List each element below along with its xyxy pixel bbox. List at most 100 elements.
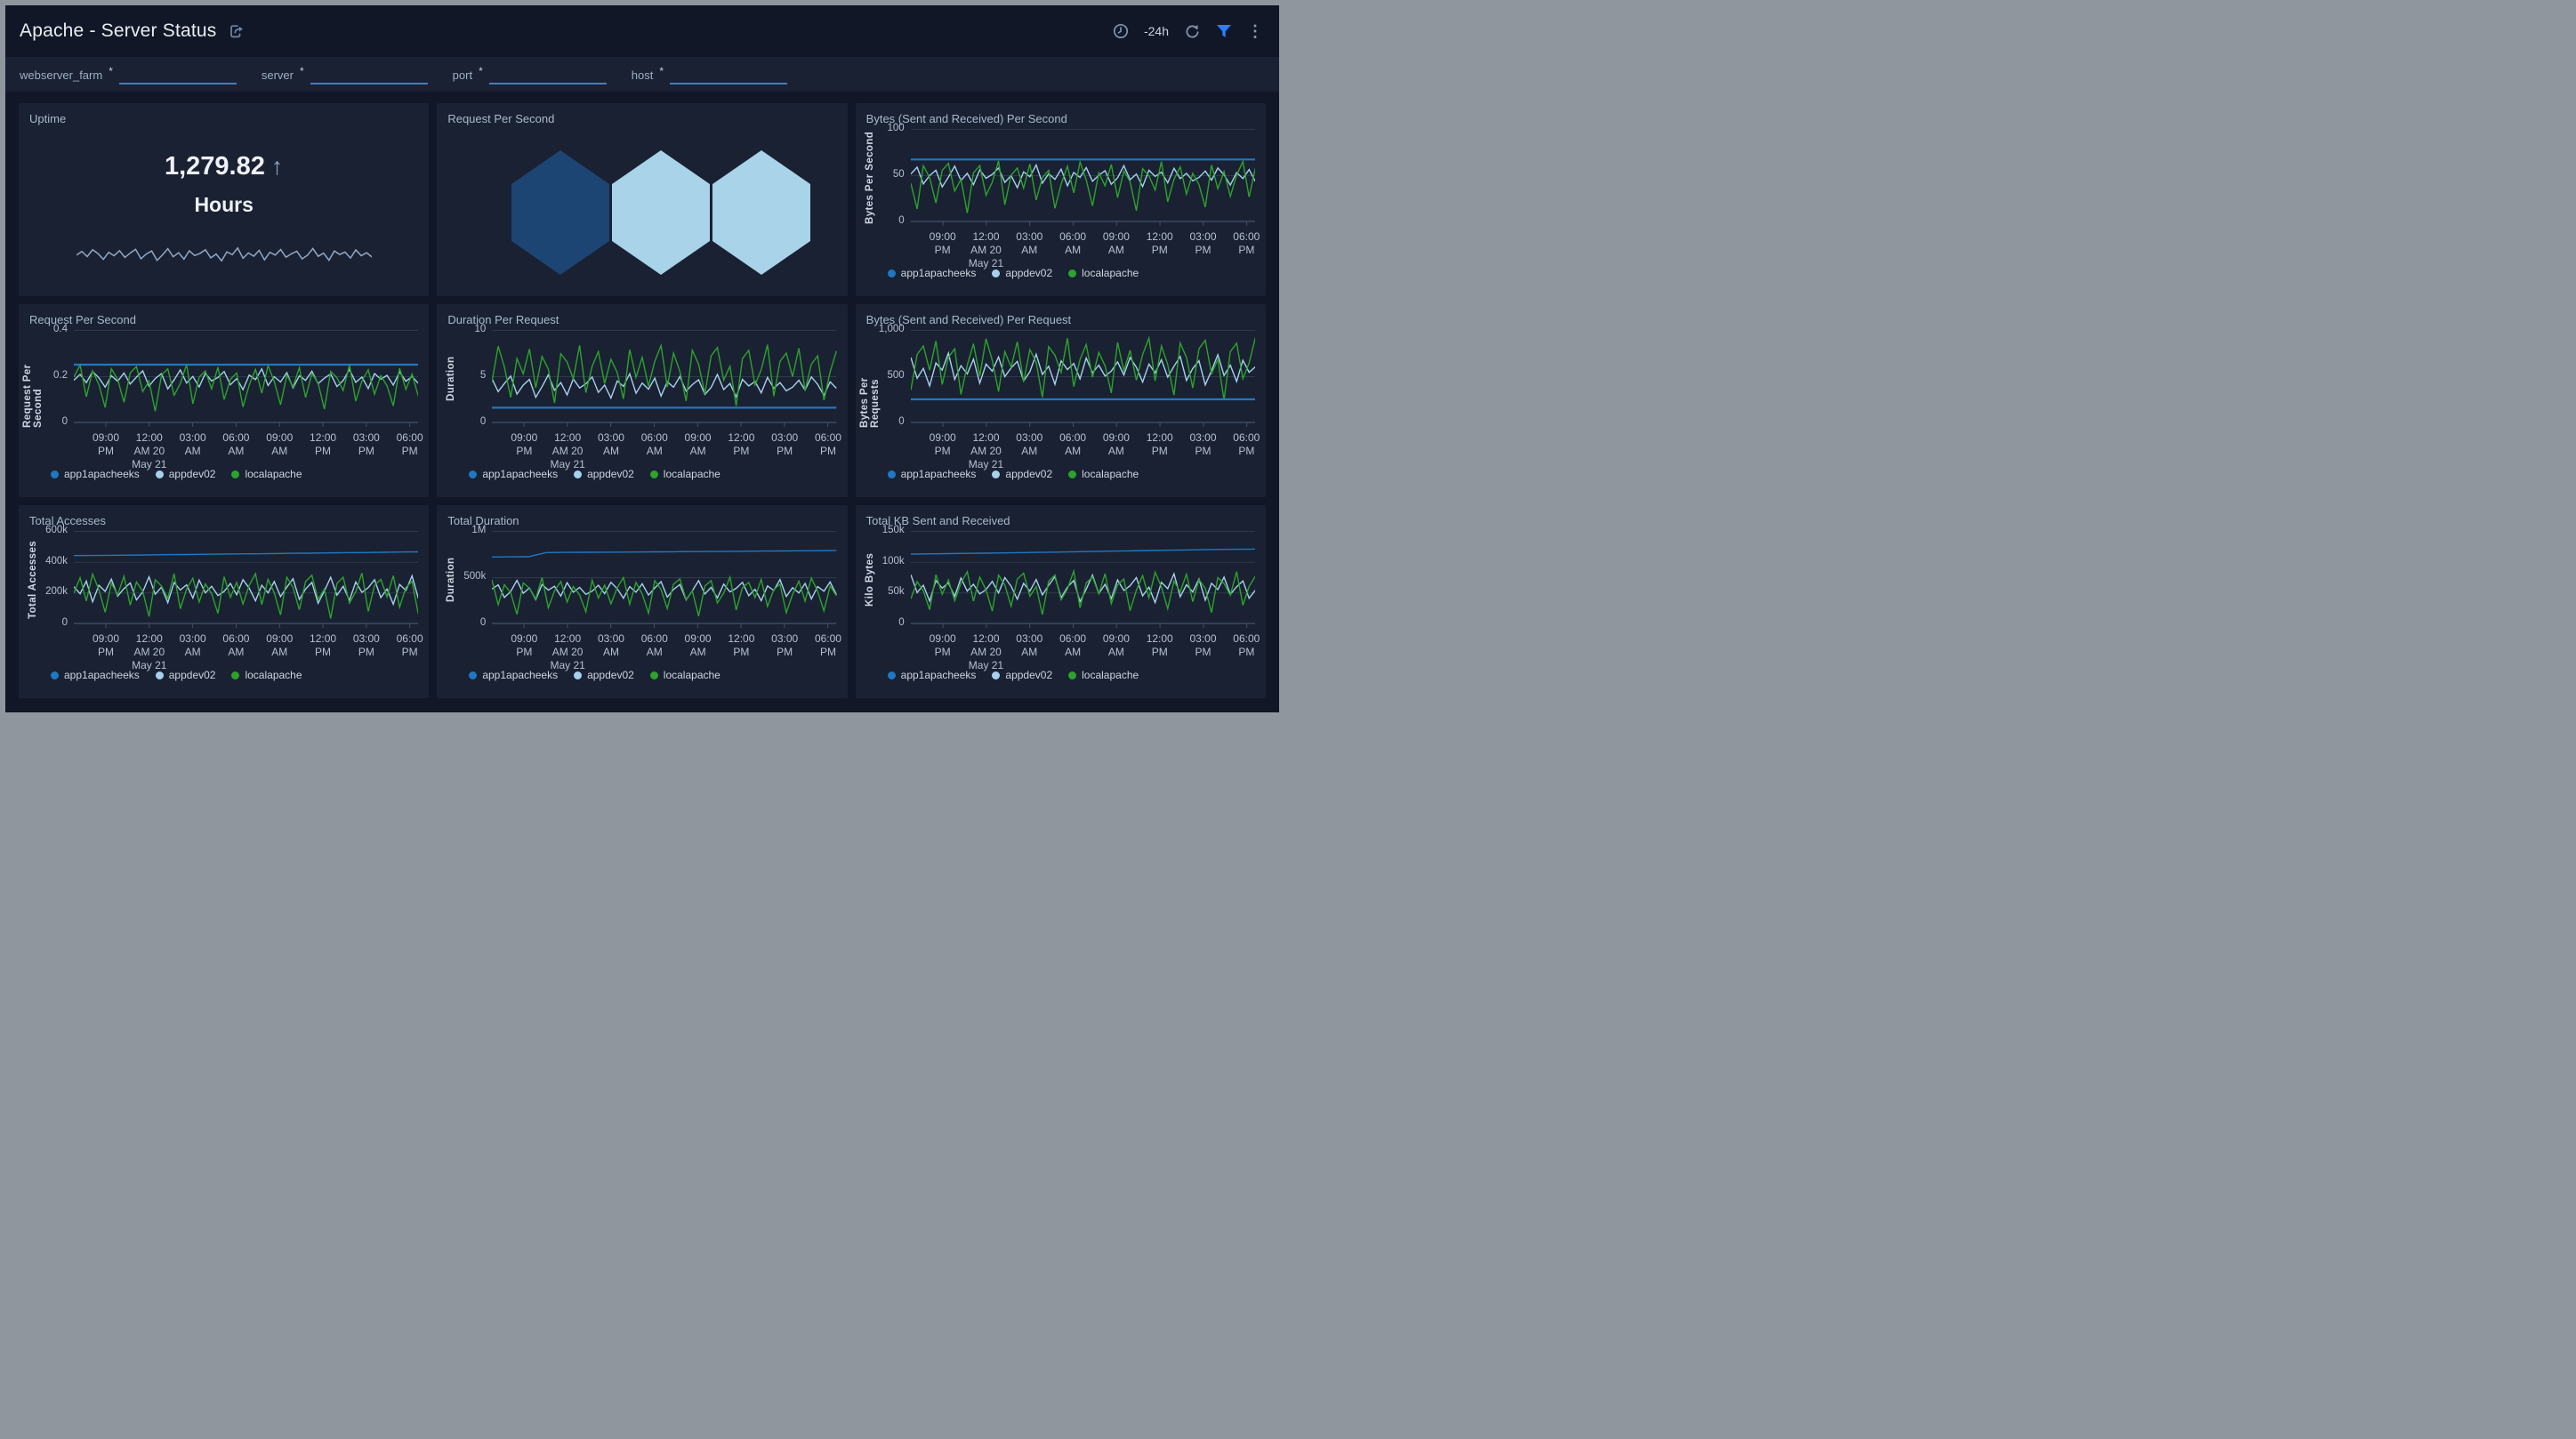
webserver-farm-input[interactable]	[118, 64, 237, 84]
y-axis-ticks: 0 200k 400k 600k	[40, 525, 74, 629]
legend-item[interactable]: appdev02	[574, 669, 634, 681]
x-tick-label: 06:00 AM	[222, 632, 250, 658]
x-tick-label: 03:00 PM	[1189, 431, 1217, 457]
legend-item[interactable]: appdev02	[992, 267, 1052, 279]
panel-bytes-per-request[interactable]: Bytes (Sent and Received) Per Request By…	[855, 304, 1266, 497]
panel-request-per-second-honeycomb[interactable]: Request Per Second	[437, 103, 848, 296]
share-icon[interactable]	[228, 23, 245, 40]
plot-area[interactable]	[910, 129, 1255, 227]
honeycomb-cell[interactable]	[511, 150, 610, 275]
panel-total-duration[interactable]: Total Duration Duration 0 500k 1M 09:00 PM 12…	[437, 505, 848, 698]
legend-item[interactable]: app1apacheeks	[469, 669, 558, 681]
panel-title: Request Per Second	[29, 313, 136, 326]
legend-item[interactable]: app1apacheeks	[887, 468, 976, 480]
legend-dot	[992, 671, 1001, 679]
plot-area[interactable]	[74, 330, 419, 428]
legend-item[interactable]: appdev02	[992, 669, 1052, 681]
sparkline-series	[76, 248, 372, 261]
panel-total-accesses[interactable]: Total Accesses Total Accesses 0 200k 400k 60…	[19, 505, 430, 698]
y-axis-title: Kilo Bytes	[864, 552, 875, 607]
stat-unit: Hours	[194, 193, 254, 216]
x-tick-label: 06:00 PM	[396, 632, 423, 658]
required-asterisk: *	[300, 64, 304, 77]
plot-area[interactable]	[74, 531, 419, 629]
time-range-label[interactable]: -24h	[1143, 24, 1169, 38]
y-tick-label: 0.4	[53, 324, 68, 334]
x-tick-label: 03:00 PM	[1189, 230, 1217, 256]
filter-label: webserver_farm	[20, 68, 103, 82]
filter-label: port	[452, 68, 473, 82]
x-tick-label: 09:00 PM	[929, 632, 956, 658]
legend-item[interactable]: appdev02	[992, 468, 1052, 480]
y-tick-label: 0	[898, 617, 905, 628]
refresh-icon[interactable]	[1184, 23, 1201, 40]
y-tick-label: 100k	[881, 556, 905, 567]
legend-item[interactable]: app1apacheeks	[469, 468, 558, 480]
filter-webserver-farm: webserver_farm *	[20, 64, 237, 84]
legend-item[interactable]: app1apacheeks	[51, 669, 140, 681]
legend-item[interactable]: localapache	[1068, 669, 1139, 681]
x-tick-label: 03:00 PM	[352, 431, 380, 457]
y-tick-label: 50	[892, 169, 905, 180]
legend-dot	[887, 269, 896, 277]
legend-dot	[231, 671, 240, 679]
line-chart: Duration 0 500k 1M 09:00 PM 12:00 AM 20 May 2…	[444, 525, 841, 684]
legend-item[interactable]: localapache	[231, 468, 302, 480]
series-app1apacheeks	[74, 552, 418, 556]
legend-item[interactable]: localapache	[1068, 267, 1139, 279]
required-asterisk: *	[479, 64, 483, 77]
panel-title: Request Per Second	[447, 112, 555, 125]
panel-uptime[interactable]: Uptime 1,279.82 ↑ Hours	[19, 103, 430, 296]
honeycomb-cell[interactable]	[712, 150, 811, 275]
series-localapache	[492, 345, 836, 406]
legend-item[interactable]: appdev02	[155, 669, 215, 681]
plot-area[interactable]	[910, 531, 1255, 629]
y-tick-label: 0	[479, 617, 487, 628]
port-input[interactable]	[488, 64, 607, 84]
legend-item[interactable]: appdev02	[155, 468, 215, 480]
server-input[interactable]	[310, 64, 428, 84]
legend-item[interactable]: app1apacheeks	[887, 267, 976, 279]
panel-title: Duration Per Request	[447, 313, 559, 326]
legend-item[interactable]: localapache	[649, 669, 720, 681]
x-tick-label: 06:00 AM	[1059, 431, 1087, 457]
panel-grid: Uptime 1,279.82 ↑ Hours Request Per Seco…	[5, 92, 1279, 698]
kebab-menu-icon[interactable]: ⋮	[1247, 22, 1263, 40]
series-appdev02	[911, 574, 1255, 602]
y-axis-ticks: 0 50k 100k 150k	[877, 525, 911, 629]
legend-item[interactable]: appdev02	[574, 468, 634, 480]
clock-icon[interactable]	[1113, 23, 1129, 39]
host-input[interactable]	[670, 64, 787, 84]
legend-item[interactable]: localapache	[231, 669, 302, 681]
legend-item[interactable]: app1apacheeks	[887, 669, 976, 681]
x-tick-label: 06:00 AM	[640, 632, 668, 658]
legend-dot	[51, 470, 59, 478]
filter-icon[interactable]	[1216, 24, 1232, 38]
legend-dot	[231, 470, 240, 478]
chart-legend: app1apacheeks appdev02 localapache	[444, 666, 836, 684]
stat-value: 1,279.82	[164, 152, 265, 181]
plot-area[interactable]	[492, 330, 837, 428]
honeycomb-cell[interactable]	[612, 150, 711, 275]
plot-area[interactable]	[910, 330, 1255, 428]
legend-dot	[574, 671, 583, 679]
filter-label: server	[261, 68, 294, 82]
x-tick-label: 06:00 AM	[222, 431, 250, 457]
x-tick-label: 12:00 AM 20 May 21	[132, 632, 167, 671]
series-app1apacheeks	[492, 551, 836, 557]
panel-duration-per-request[interactable]: Duration Per Request Duration 0 5 10 09:00 P…	[437, 304, 848, 497]
y-axis-ticks: 0 500k 1M	[458, 525, 492, 629]
legend-item[interactable]: app1apacheeks	[51, 468, 140, 480]
series-appdev02	[911, 353, 1255, 386]
panel-bytes-per-second[interactable]: Bytes (Sent and Received) Per Second Byt…	[855, 103, 1266, 296]
panel-request-per-second[interactable]: Request Per Second Request Per Second 0 0.…	[19, 304, 430, 497]
plot-area[interactable]	[492, 531, 837, 629]
legend-item[interactable]: localapache	[1068, 468, 1139, 480]
filter-label: host	[631, 68, 654, 82]
legend-item[interactable]: localapache	[649, 468, 720, 480]
y-tick-label: 500k	[463, 571, 487, 582]
x-tick-label: 12:00 PM	[310, 431, 337, 457]
legend-dot	[1068, 269, 1077, 277]
panel-total-kb[interactable]: Total KB Sent and Received Kilo Bytes 0 50…	[855, 505, 1266, 698]
x-tick-label: 06:00 PM	[1233, 431, 1260, 457]
